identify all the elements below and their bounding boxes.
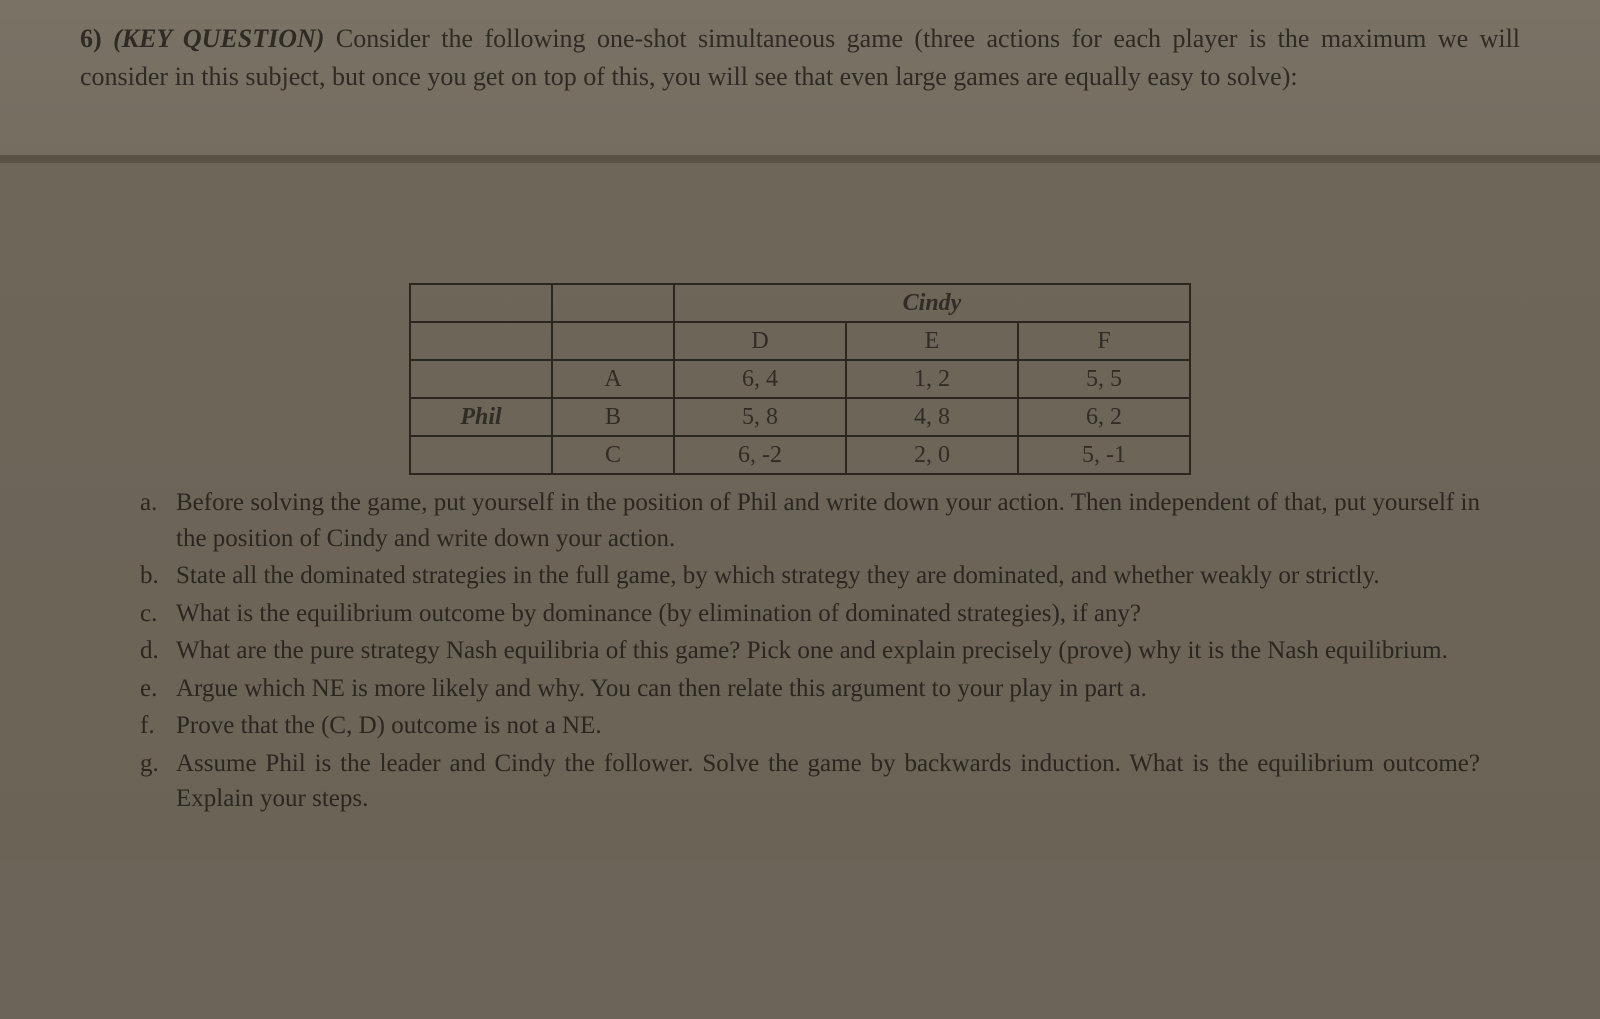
payoff-C-F: 5, -1	[1018, 436, 1190, 474]
payoff-A-D: 6, 4	[674, 360, 846, 398]
payoff-B-F: 6, 2	[1018, 398, 1190, 436]
subpart-g: g. Assume Phil is the leader and Cindy t…	[140, 746, 1480, 817]
subpart-label: b.	[140, 558, 176, 594]
payoff-C-D: 6, -2	[674, 436, 846, 474]
subpart-text: Before solving the game, put yourself in…	[176, 485, 1480, 556]
payoff-A-E: 1, 2	[846, 360, 1018, 398]
empty-cell	[410, 322, 552, 360]
subpart-text: State all the dominated strategies in th…	[176, 558, 1480, 594]
question-body-section: Cindy D E F A 6, 4 1, 2 5, 5 Phil B 5, 8…	[0, 163, 1600, 859]
col-action-D: D	[674, 322, 846, 360]
col-action-E: E	[846, 322, 1018, 360]
key-question-tag: (KEY QUESTION)	[113, 24, 324, 53]
subpart-c: c. What is the equilibrium outcome by do…	[140, 596, 1480, 632]
subpart-label: f.	[140, 708, 176, 744]
subpart-label: e.	[140, 671, 176, 707]
payoff-matrix: Cindy D E F A 6, 4 1, 2 5, 5 Phil B 5, 8…	[409, 283, 1191, 475]
subpart-label: d.	[140, 633, 176, 669]
question-header-section: 6) (KEY QUESTION) Consider the following…	[0, 0, 1600, 163]
payoff-row-C: C 6, -2 2, 0 5, -1	[410, 436, 1190, 474]
col-player-label: Cindy	[674, 284, 1190, 322]
subpart-label: g.	[140, 746, 176, 817]
row-action-C: C	[552, 436, 674, 474]
question-stem: 6) (KEY QUESTION) Consider the following…	[80, 20, 1520, 95]
subpart-text: Assume Phil is the leader and Cindy the …	[176, 746, 1480, 817]
row-action-A: A	[552, 360, 674, 398]
subpart-label: a.	[140, 485, 176, 556]
payoff-C-E: 2, 0	[846, 436, 1018, 474]
question-number: 6)	[80, 24, 102, 53]
payoff-A-F: 5, 5	[1018, 360, 1190, 398]
subpart-d: d. What are the pure strategy Nash equil…	[140, 633, 1480, 669]
col-player-row: Cindy	[410, 284, 1190, 322]
subpart-label: c.	[140, 596, 176, 632]
subpart-b: b. State all the dominated strategies in…	[140, 558, 1480, 594]
col-action-F: F	[1018, 322, 1190, 360]
subpart-text: Prove that the (C, D) outcome is not a N…	[176, 708, 1480, 744]
subparts-list: a. Before solving the game, put yourself…	[140, 485, 1480, 817]
empty-corner	[410, 284, 552, 322]
payoff-B-E: 4, 8	[846, 398, 1018, 436]
empty-cell	[552, 284, 674, 322]
subpart-text: What is the equilibrium outcome by domin…	[176, 596, 1480, 632]
subpart-a: a. Before solving the game, put yourself…	[140, 485, 1480, 556]
subpart-e: e. Argue which NE is more likely and why…	[140, 671, 1480, 707]
subpart-text: What are the pure strategy Nash equilibr…	[176, 633, 1480, 669]
payoff-row-B: Phil B 5, 8 4, 8 6, 2	[410, 398, 1190, 436]
subpart-text: Argue which NE is more likely and why. Y…	[176, 671, 1480, 707]
payoff-row-A: A 6, 4 1, 2 5, 5	[410, 360, 1190, 398]
empty-cell	[410, 360, 552, 398]
row-action-B: B	[552, 398, 674, 436]
payoff-B-D: 5, 8	[674, 398, 846, 436]
row-player-label: Phil	[410, 398, 552, 436]
empty-cell	[410, 436, 552, 474]
empty-cell	[552, 322, 674, 360]
subpart-f: f. Prove that the (C, D) outcome is not …	[140, 708, 1480, 744]
col-actions-row: D E F	[410, 322, 1190, 360]
